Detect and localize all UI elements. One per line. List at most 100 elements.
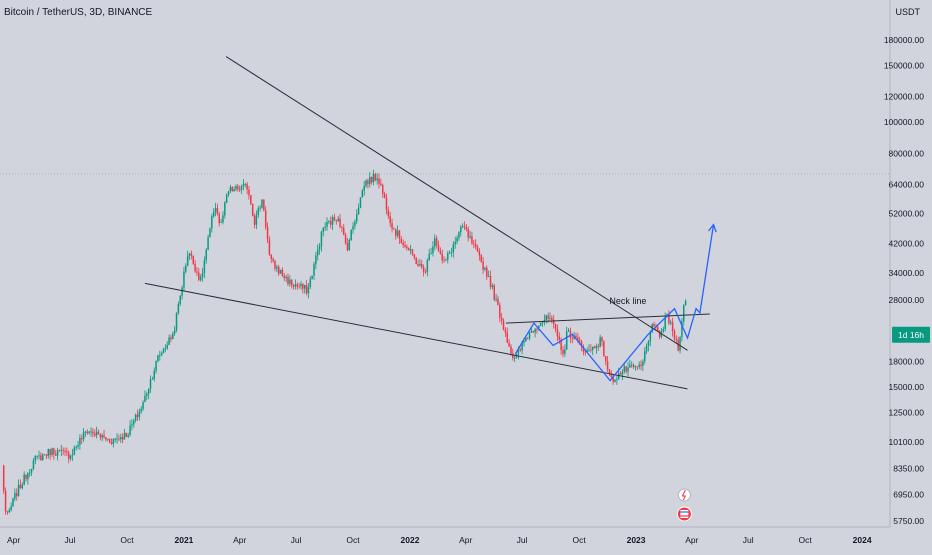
candle-body <box>584 351 587 353</box>
candle-body <box>519 349 522 351</box>
candle-body <box>480 255 482 262</box>
candle-body <box>40 455 42 461</box>
x-tick-label: Apr <box>459 535 472 545</box>
candle-body <box>601 337 603 342</box>
lightning-icon <box>681 489 687 501</box>
candle-body <box>138 411 141 417</box>
candle-body <box>411 249 414 255</box>
candle-body <box>684 301 687 306</box>
candle-body <box>677 339 679 351</box>
candle-body <box>565 331 568 350</box>
candle-body <box>160 353 163 356</box>
candle-body <box>255 214 258 225</box>
candle-body <box>268 239 271 255</box>
candle-body <box>108 438 111 443</box>
y-tick-label: 10100.00 <box>889 437 925 447</box>
candle-body <box>610 373 613 377</box>
candle-body <box>136 414 139 417</box>
candle-body <box>526 337 529 339</box>
candle-body <box>370 176 373 183</box>
candle-body <box>419 264 421 266</box>
candle-body <box>649 331 652 342</box>
candle-body <box>582 346 585 352</box>
candle-body <box>216 208 219 215</box>
candle-body <box>406 246 408 249</box>
y-tick-label: 120000.00 <box>884 92 924 102</box>
x-tick-label: 2023 <box>627 535 646 545</box>
candle-body <box>359 197 362 208</box>
candle-body <box>404 245 406 247</box>
candle-body <box>629 364 631 368</box>
candle-body <box>75 446 77 448</box>
candle-body <box>441 253 443 261</box>
projection-line[interactable] <box>514 224 715 382</box>
candle-body <box>125 432 128 437</box>
candle-body <box>588 349 590 351</box>
candle-body <box>448 252 451 254</box>
candle-body <box>82 431 85 440</box>
trendline-neck-line[interactable] <box>505 313 710 324</box>
trendline-lower-support[interactable] <box>144 282 688 390</box>
candle-body <box>225 194 228 203</box>
candle-body <box>134 414 137 421</box>
candle-body <box>168 337 170 345</box>
candle-body <box>439 250 442 254</box>
candle-body <box>647 341 650 346</box>
candle-body <box>118 438 120 440</box>
candle-body <box>668 314 670 324</box>
y-tick-label: 15000.00 <box>889 382 925 392</box>
candle-body <box>105 437 107 440</box>
candle-body <box>103 435 105 438</box>
candle-body <box>580 341 583 347</box>
projection-path[interactable] <box>514 223 717 382</box>
candle-body <box>491 285 494 288</box>
candle-body <box>361 190 364 198</box>
candle-body <box>341 226 343 228</box>
candle-body <box>393 228 395 230</box>
candle-body <box>630 364 633 366</box>
candle-body <box>99 434 102 438</box>
candle-body <box>380 183 382 186</box>
y-tick-label: 64000.00 <box>889 179 925 189</box>
candle-body <box>101 435 103 438</box>
candle-body <box>110 442 113 445</box>
candle-body <box>528 332 531 339</box>
trendline-upper-resistance[interactable] <box>225 56 688 351</box>
candle-body <box>56 450 59 456</box>
candle-body <box>172 333 174 340</box>
x-tick-label: Apr <box>685 535 698 545</box>
candle-body <box>549 317 551 319</box>
candle-body <box>502 320 505 330</box>
candle-body <box>27 473 29 480</box>
candle-body <box>326 221 328 227</box>
candle-body <box>159 355 161 357</box>
candle-body <box>335 220 338 222</box>
candle-body <box>270 254 273 259</box>
candle-body <box>512 353 514 359</box>
candle-body <box>290 279 293 286</box>
y-tick-label: 5750.00 <box>893 516 924 526</box>
candle-body <box>545 315 548 320</box>
candle-body <box>62 450 64 451</box>
candle-body <box>391 223 393 229</box>
candle-body <box>294 284 297 287</box>
candle-body <box>86 431 89 434</box>
candle-body <box>155 361 157 371</box>
y-tick-label: 12500.00 <box>889 407 925 417</box>
candle-body <box>170 337 172 340</box>
candle-body <box>673 331 676 340</box>
candle-body <box>131 424 133 426</box>
trendlines[interactable]: Neck line <box>144 56 710 390</box>
y-tick-label: 6950.00 <box>893 489 924 499</box>
dividend-event-icon[interactable] <box>677 488 691 502</box>
currency-label: USDT <box>895 7 921 17</box>
candle-body <box>123 432 126 440</box>
x-tick-label: 2024 <box>853 535 872 545</box>
candle-body <box>560 339 562 350</box>
candle-body <box>231 187 234 192</box>
candle-body <box>625 366 627 372</box>
candle-body <box>536 328 538 330</box>
candle-body <box>2 465 5 491</box>
